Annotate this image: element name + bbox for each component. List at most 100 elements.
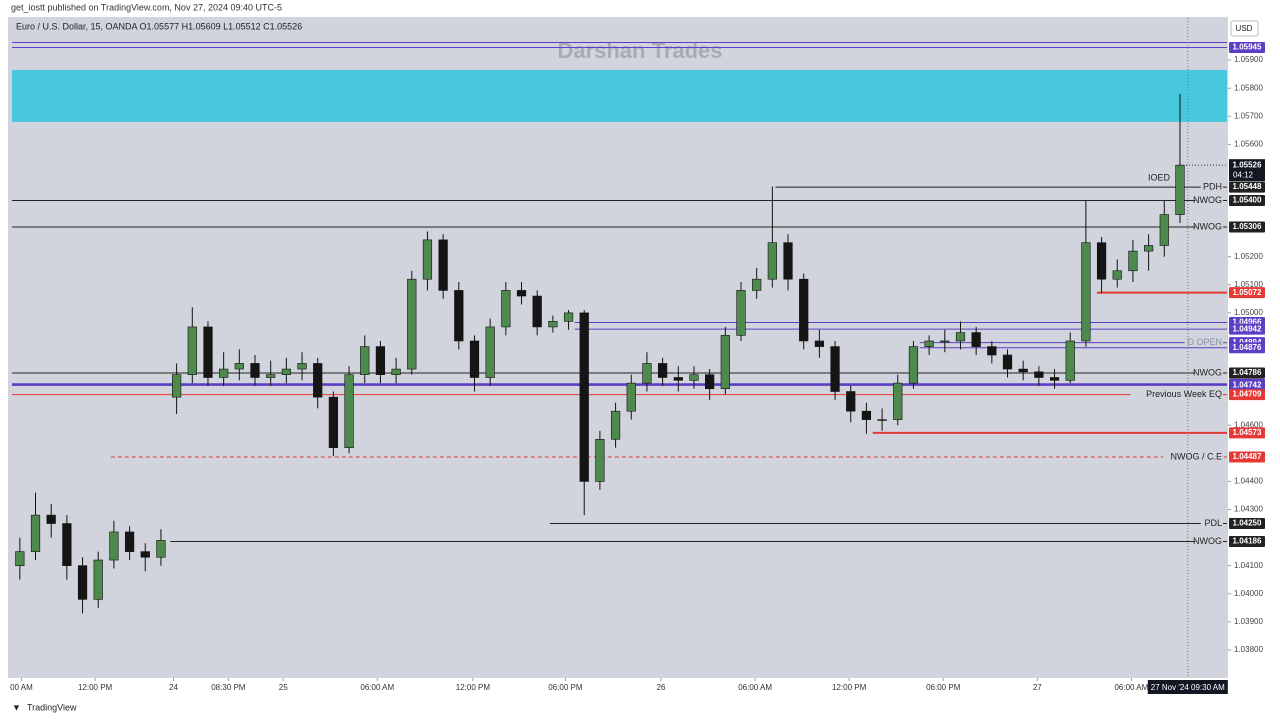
price-label: 1.04186 bbox=[1233, 537, 1262, 546]
y-tick-label: 1.04300 bbox=[1234, 505, 1263, 514]
x-tick-label: 26 bbox=[657, 683, 666, 692]
candle-body bbox=[15, 551, 25, 566]
candle-body bbox=[814, 340, 824, 347]
candle-body bbox=[328, 396, 338, 449]
price-label-box bbox=[1229, 181, 1265, 193]
y-tick-label: 1.05100 bbox=[1234, 280, 1263, 289]
price-label-box bbox=[1229, 221, 1265, 233]
candle-body bbox=[187, 326, 197, 375]
candle-body bbox=[1081, 242, 1091, 342]
x-tick-label: 12:00 PM bbox=[78, 683, 113, 692]
price-label: 1.04250 bbox=[1233, 519, 1262, 528]
level-name-bg bbox=[1195, 367, 1223, 378]
price-label: 1.05400 bbox=[1233, 196, 1262, 205]
candle-body bbox=[407, 278, 417, 370]
candle-body bbox=[124, 531, 135, 552]
y-tick-label: 1.04600 bbox=[1234, 420, 1263, 429]
candle-body bbox=[1144, 245, 1154, 252]
price-label: 1.04942 bbox=[1233, 324, 1262, 333]
currency-button[interactable] bbox=[1230, 20, 1259, 37]
x-tick-label: 27 bbox=[1033, 683, 1042, 692]
price-label: 1.04786 bbox=[1233, 368, 1262, 377]
current-price: 1.05526 bbox=[1233, 160, 1262, 169]
watermark: Darshan Trades bbox=[557, 38, 722, 63]
x-tick-label: 06:00 AM bbox=[360, 683, 394, 692]
countdown: 04:12 bbox=[1233, 170, 1254, 179]
candle-body bbox=[313, 363, 323, 398]
crosshair-label-box bbox=[1147, 680, 1228, 694]
candle-body bbox=[219, 368, 229, 378]
candle-body bbox=[30, 514, 41, 552]
price-label-box bbox=[1229, 195, 1265, 207]
candle-body bbox=[893, 382, 903, 420]
price-label: 1.05945 bbox=[1233, 43, 1262, 52]
y-tick-label: 1.05600 bbox=[1234, 139, 1263, 148]
symbol-header: Euro / U.S. Dollar, 15, OANDA O1.05577 H… bbox=[16, 21, 302, 31]
candle-body bbox=[987, 346, 997, 356]
candle-body bbox=[767, 242, 777, 280]
annotation: IOED bbox=[1148, 172, 1171, 182]
x-tick-label: 08:30 PM bbox=[211, 683, 246, 692]
price-label: 1.04876 bbox=[1233, 343, 1262, 352]
x-tick-label: 06:00 PM bbox=[926, 683, 961, 692]
y-tick-label: 1.03800 bbox=[1234, 645, 1263, 654]
x-tick-label: 24 bbox=[169, 683, 178, 692]
price-label-box bbox=[1229, 287, 1265, 299]
x-tick-label: 12:00 PM bbox=[456, 683, 491, 692]
y-tick-label: 1.04400 bbox=[1234, 477, 1263, 486]
y-tick-label: 1.05200 bbox=[1234, 252, 1263, 261]
candle-body bbox=[720, 335, 730, 390]
candle-body bbox=[783, 242, 793, 280]
x-tick-label: 12:00 PM bbox=[832, 683, 867, 692]
time-axis-panel bbox=[8, 678, 1270, 697]
candle-body bbox=[1096, 242, 1107, 280]
candle-body bbox=[1128, 250, 1138, 272]
candle-body bbox=[955, 332, 966, 342]
y-tick-label: 1.05800 bbox=[1234, 83, 1263, 92]
level-name-bg bbox=[1130, 389, 1223, 400]
brand-name: TradingView bbox=[27, 702, 77, 712]
candle-body bbox=[799, 278, 809, 342]
chart-background bbox=[8, 17, 1270, 697]
level-name: NWOG / C.E bbox=[1171, 451, 1223, 461]
candle-body bbox=[250, 363, 260, 378]
candle-body bbox=[971, 332, 981, 347]
candle-body bbox=[422, 239, 433, 280]
candle-body bbox=[516, 290, 527, 297]
level-name: NWOG bbox=[1193, 367, 1222, 377]
level-name-bg bbox=[1163, 451, 1223, 462]
candle-body bbox=[281, 368, 291, 375]
candle-body bbox=[736, 290, 746, 336]
candle-body bbox=[830, 346, 840, 392]
x-tick-label: 25 bbox=[279, 683, 288, 692]
candle-body bbox=[1159, 214, 1169, 246]
level-name-bg bbox=[1200, 518, 1223, 529]
candle-body bbox=[1018, 368, 1028, 373]
candle-body bbox=[626, 382, 636, 412]
x-tick-label: 06:00 PM bbox=[548, 683, 583, 692]
candle-body bbox=[360, 346, 370, 375]
candle-body bbox=[203, 326, 213, 378]
candle-body bbox=[469, 340, 480, 378]
price-label: 1.04742 bbox=[1233, 380, 1262, 389]
candle-body bbox=[642, 363, 652, 384]
y-tick-label: 1.05000 bbox=[1234, 308, 1263, 317]
candle-body bbox=[501, 290, 511, 328]
candle-body bbox=[861, 410, 872, 420]
candle-body bbox=[391, 368, 401, 375]
candle-body bbox=[658, 363, 668, 378]
candle-body bbox=[705, 374, 715, 390]
candle-body bbox=[595, 438, 605, 482]
level-name: D OPEN bbox=[1187, 337, 1222, 347]
candle-body bbox=[610, 410, 621, 440]
x-tick-label: 00 AM bbox=[10, 683, 33, 692]
publisher: get_iostt published on TradingView.com, … bbox=[11, 2, 282, 12]
level-name-bg bbox=[1195, 536, 1223, 547]
price-label-box bbox=[1229, 367, 1265, 379]
candle-body bbox=[846, 391, 856, 412]
candle-body bbox=[109, 531, 119, 561]
candle-body bbox=[563, 312, 574, 322]
x-tick-label: 06:00 AM bbox=[738, 683, 772, 692]
